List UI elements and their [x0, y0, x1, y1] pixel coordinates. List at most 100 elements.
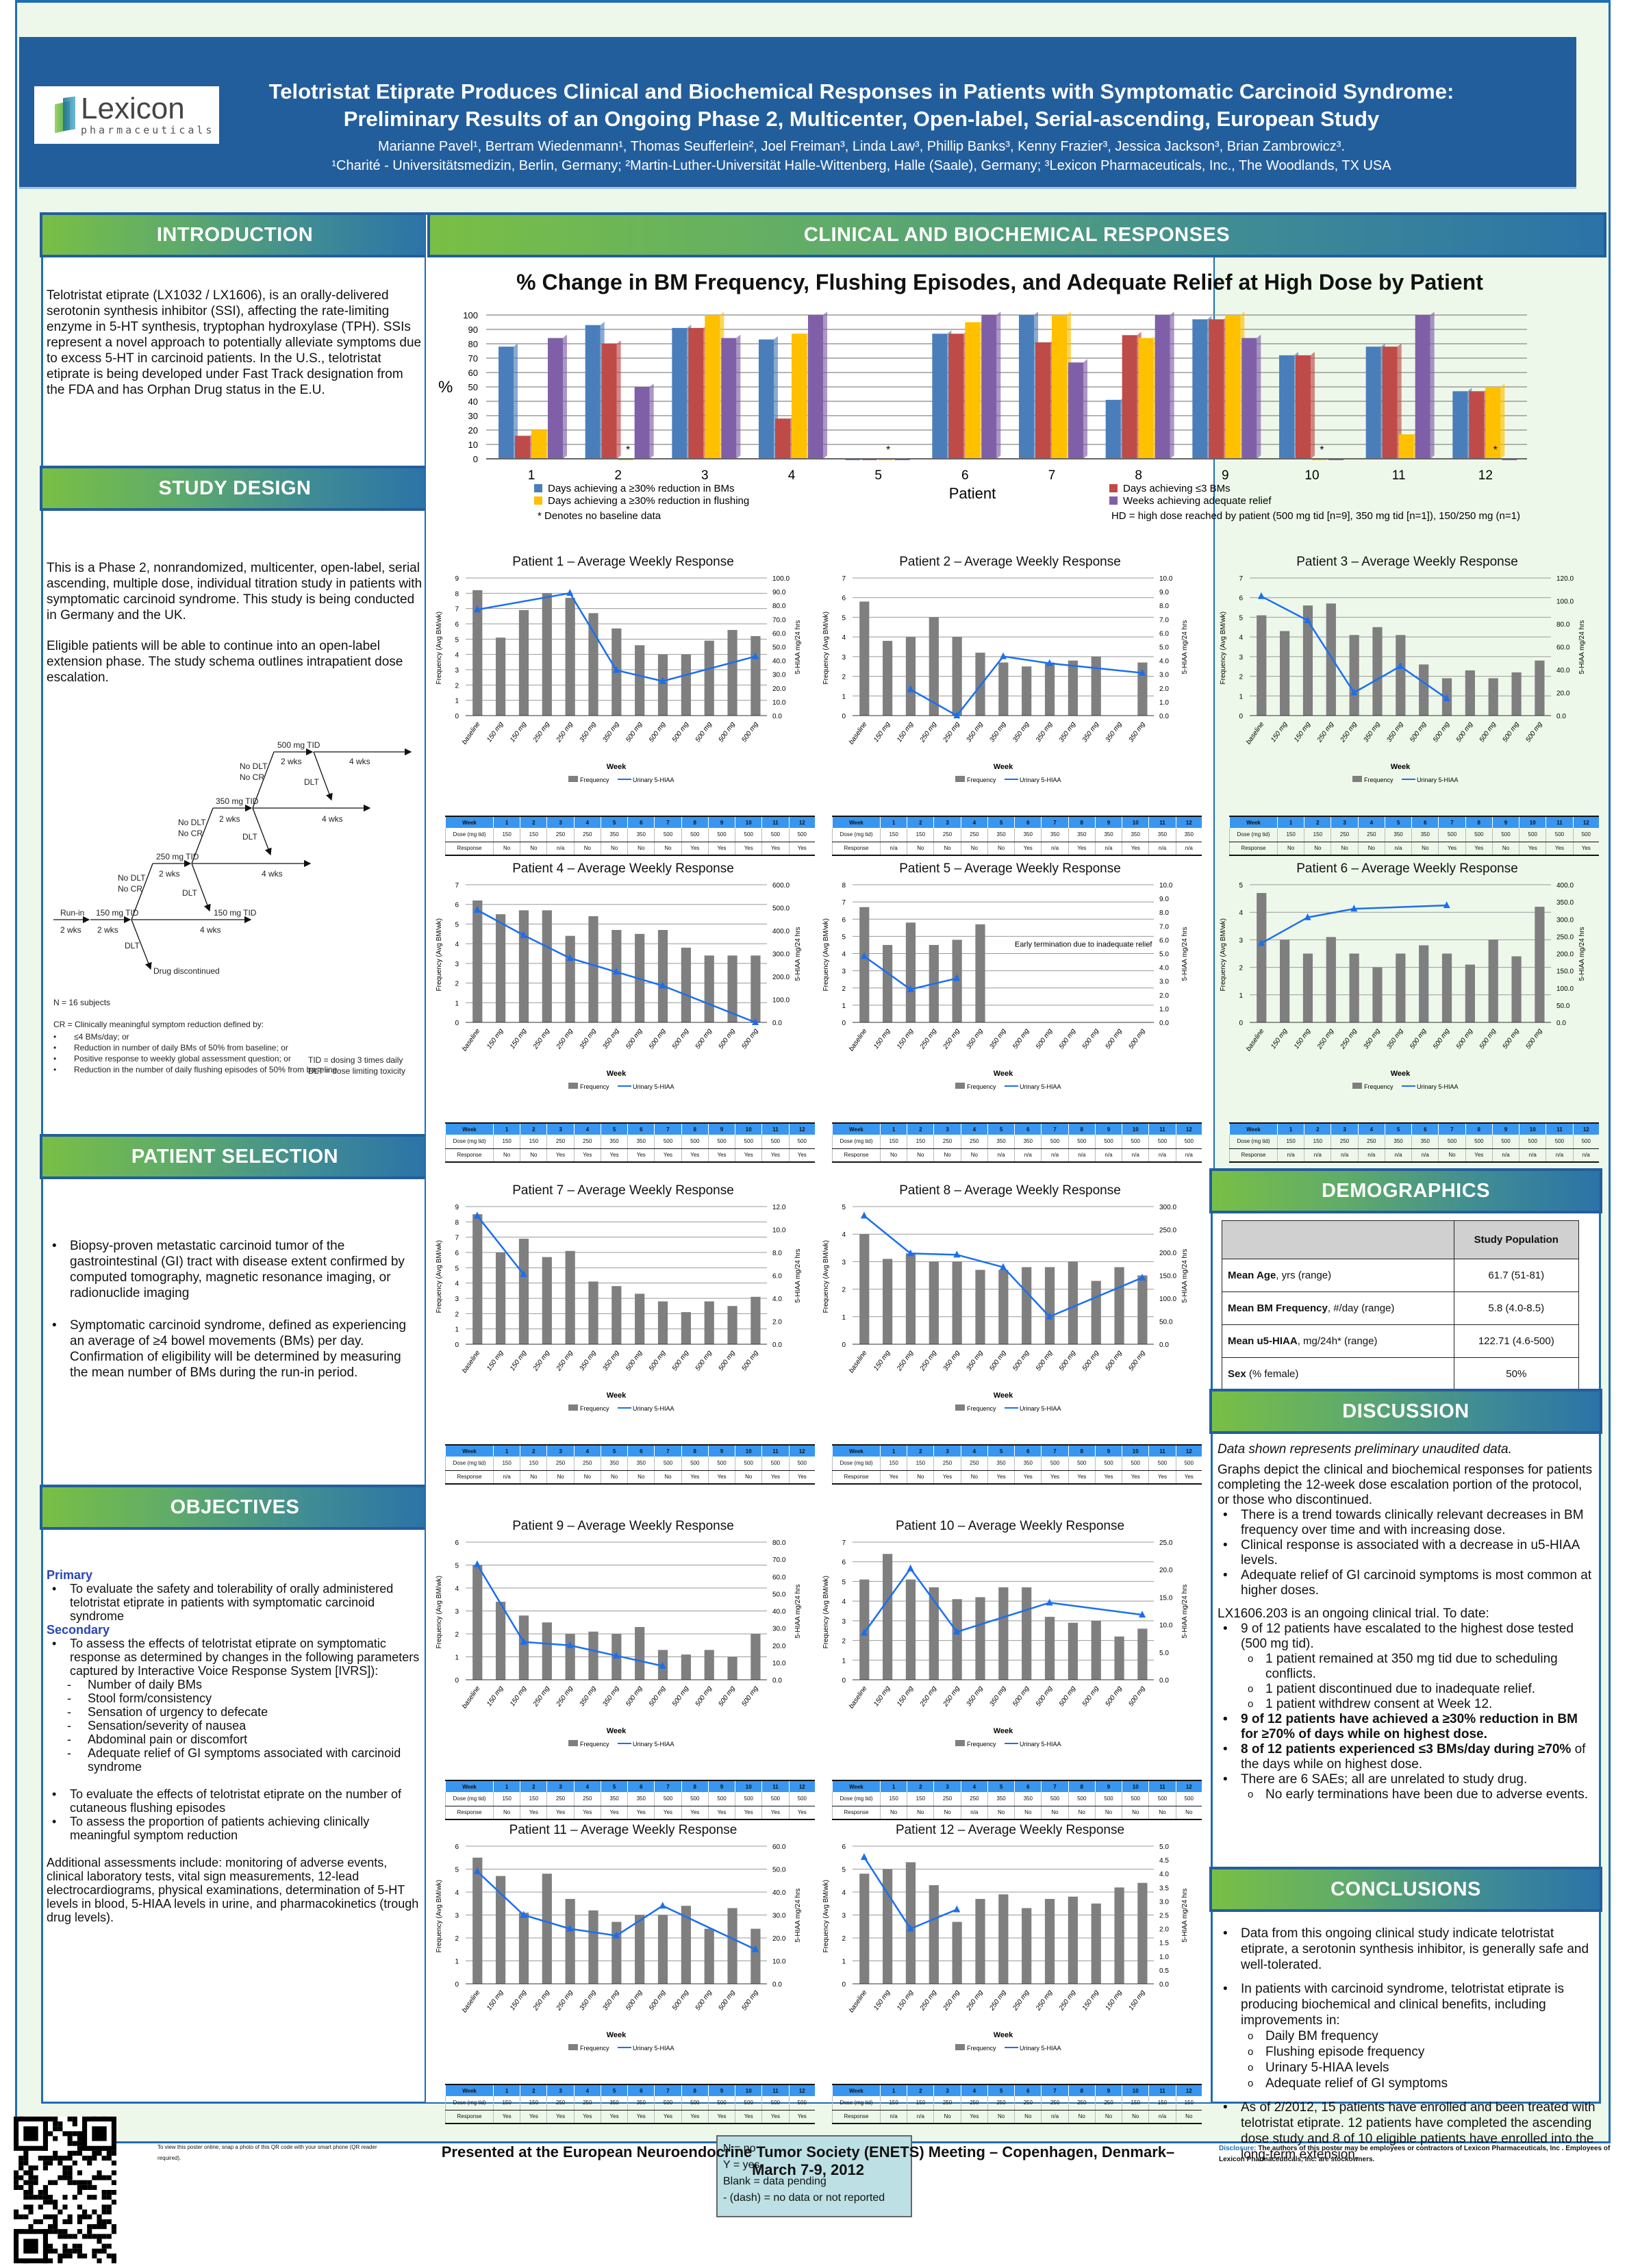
patient-y-left-tick: 7	[455, 606, 459, 614]
u5hiaa-point	[659, 981, 666, 989]
frequency-bar	[496, 914, 506, 1022]
table-cell: 350	[627, 2096, 655, 2110]
discussion-bullet-bold-2: 8 of 12 patients experienced ≤3 BMs/day …	[1218, 1742, 1596, 1772]
frequency-bar	[1488, 678, 1498, 716]
table-cell: No	[907, 842, 934, 856]
qr-module	[67, 2214, 73, 2219]
main-bar	[1138, 338, 1154, 459]
table-row: Dose (mg tid) 150 150 250 250 250 250 250 250 250…	[832, 2096, 1202, 2110]
table-cell: 350	[1068, 828, 1096, 842]
table-row-label: Dose (mg tid)	[1229, 1135, 1278, 1149]
table-cell: 250	[960, 1792, 988, 1806]
table-cell: 150	[1122, 2096, 1149, 2110]
patient-x-tick: 500 mg	[740, 1685, 759, 1708]
frequency-bar	[952, 1599, 962, 1680]
table-cell: 500	[735, 2096, 762, 2110]
legend-frequency-label: Frequency	[580, 777, 609, 783]
patient-y-right-label: 5-HIAA mg/24 hrs	[1181, 1249, 1189, 1303]
patient-x-tick: 150 mg	[872, 1685, 892, 1708]
qr-module	[53, 2136, 58, 2141]
frequency-bar	[472, 1857, 483, 1984]
u5hiaa-line	[477, 1870, 756, 1950]
patient-y-right-tick: 10.0	[1159, 575, 1173, 583]
frequency-bar	[1114, 1887, 1124, 1984]
patient-x-tick: 500 mg	[1058, 1685, 1077, 1708]
qr-module	[18, 2184, 24, 2190]
table-cell: No	[627, 1470, 655, 1485]
patient-y-right-tick: 0.0	[1159, 1677, 1169, 1685]
table-row-label: Week	[832, 2084, 881, 2096]
table-cell: 500	[1572, 1135, 1599, 1149]
table-row: Week 1 2 3 4 5 6 7 8 9 10 11 12	[832, 2084, 1202, 2096]
patient-x-tick: 150 mg	[1270, 1027, 1289, 1050]
table-cell: Yes	[735, 1148, 762, 1163]
table-cell: 10	[1122, 816, 1149, 828]
frequency-bar	[975, 1597, 985, 1680]
table-cell: 500	[788, 1135, 815, 1149]
u5hiaa-point	[953, 711, 961, 718]
qr-module	[48, 2248, 53, 2254]
frequency-bar	[905, 1579, 916, 1680]
escalate-3	[252, 751, 275, 809]
frequency-bar	[905, 922, 916, 1022]
table-row: Dose (mg tid) 150 150 250 250 350 350 500 500 500…	[445, 828, 815, 842]
legend-frequency-swatch	[568, 776, 578, 782]
qr-module	[62, 2253, 68, 2258]
table-cell: No	[654, 1470, 682, 1485]
patient-x-tick: baseline	[848, 720, 869, 746]
table-cell: No	[520, 842, 547, 856]
qr-module	[77, 2214, 82, 2219]
qr-module	[77, 2141, 82, 2146]
table-cell: 10	[735, 1445, 762, 1457]
patient-x-tick: 350 mg	[1127, 720, 1146, 744]
patient-y-left-tick: 3	[842, 1259, 846, 1266]
legend-label: Days achieving ≤3 BMs	[1123, 483, 1231, 494]
frequency-bar	[1372, 627, 1383, 716]
patient-x-tick: 150 mg	[872, 1027, 892, 1050]
qr-module	[111, 2190, 116, 2195]
patient-x-tick: 250 mg	[555, 1989, 575, 2013]
table-cell: 8	[1068, 2084, 1096, 2096]
table-cell: Yes	[1148, 1470, 1176, 1485]
table-row-label: Week	[1229, 1123, 1278, 1135]
frequency-bar	[1441, 953, 1452, 1022]
qr-finder-core	[23, 2126, 38, 2141]
frequency-bar	[1419, 945, 1429, 1022]
table-cell: n/a	[1304, 1148, 1331, 1163]
frequency-bar	[1091, 656, 1101, 716]
u5hiaa-point	[1139, 1611, 1146, 1618]
discussion-subbullet: No early terminations have been due to a…	[1218, 1787, 1596, 1802]
table-cell: Yes	[600, 1806, 628, 1820]
discussion-subbullet: 1 patient discontinued due to inadequate…	[1218, 1682, 1596, 1697]
table-cell: Yes	[879, 1470, 907, 1485]
frequency-bar	[704, 1650, 714, 1680]
table-cell: 150	[879, 1792, 907, 1806]
patient-y-right-tick: 4.0	[1159, 1871, 1169, 1878]
patient-y-right-tick: 25.0	[1159, 1539, 1173, 1547]
patient-x-tick: 150 mg	[872, 1349, 892, 1372]
table-cell: 250	[1330, 828, 1359, 842]
table-cell: Yes	[546, 1806, 575, 1820]
main-y-tick: 80	[468, 339, 478, 349]
patient-x-tick: 500 mg	[1011, 1349, 1031, 1372]
patient-y-left-tick: 8	[455, 1219, 459, 1226]
frequency-bar	[565, 598, 575, 716]
qr-module	[53, 2219, 58, 2224]
objectives-text: Primary To evaluate the safety and toler…	[47, 1568, 422, 1924]
table-cell: 9	[1094, 816, 1122, 828]
u5hiaa-point	[613, 1931, 620, 1939]
demographics-row: Mean BM Frequency, #/day (range) 5.8 (4.0…	[1222, 1292, 1580, 1325]
patient-x-tick: 250 mg	[1339, 720, 1359, 744]
table-cell: 500	[1148, 1457, 1176, 1471]
patient-x-tick: 150 mg	[509, 720, 528, 744]
table-cell: 1	[879, 1445, 907, 1457]
qr-module	[38, 2156, 43, 2161]
legend-u5hiaa-label: Urinary 5-HIAA	[1020, 1741, 1061, 1748]
patient-y-right-tick: 50.0	[1159, 1319, 1173, 1326]
qr-module	[67, 2253, 73, 2258]
qr-code[interactable]	[14, 2116, 116, 2264]
patient-y-left-tick: 5	[1239, 882, 1243, 890]
frequency-bar	[588, 1910, 598, 1984]
dlt-label-3: DLT	[242, 832, 257, 842]
table-cell: Yes	[600, 1148, 628, 1163]
